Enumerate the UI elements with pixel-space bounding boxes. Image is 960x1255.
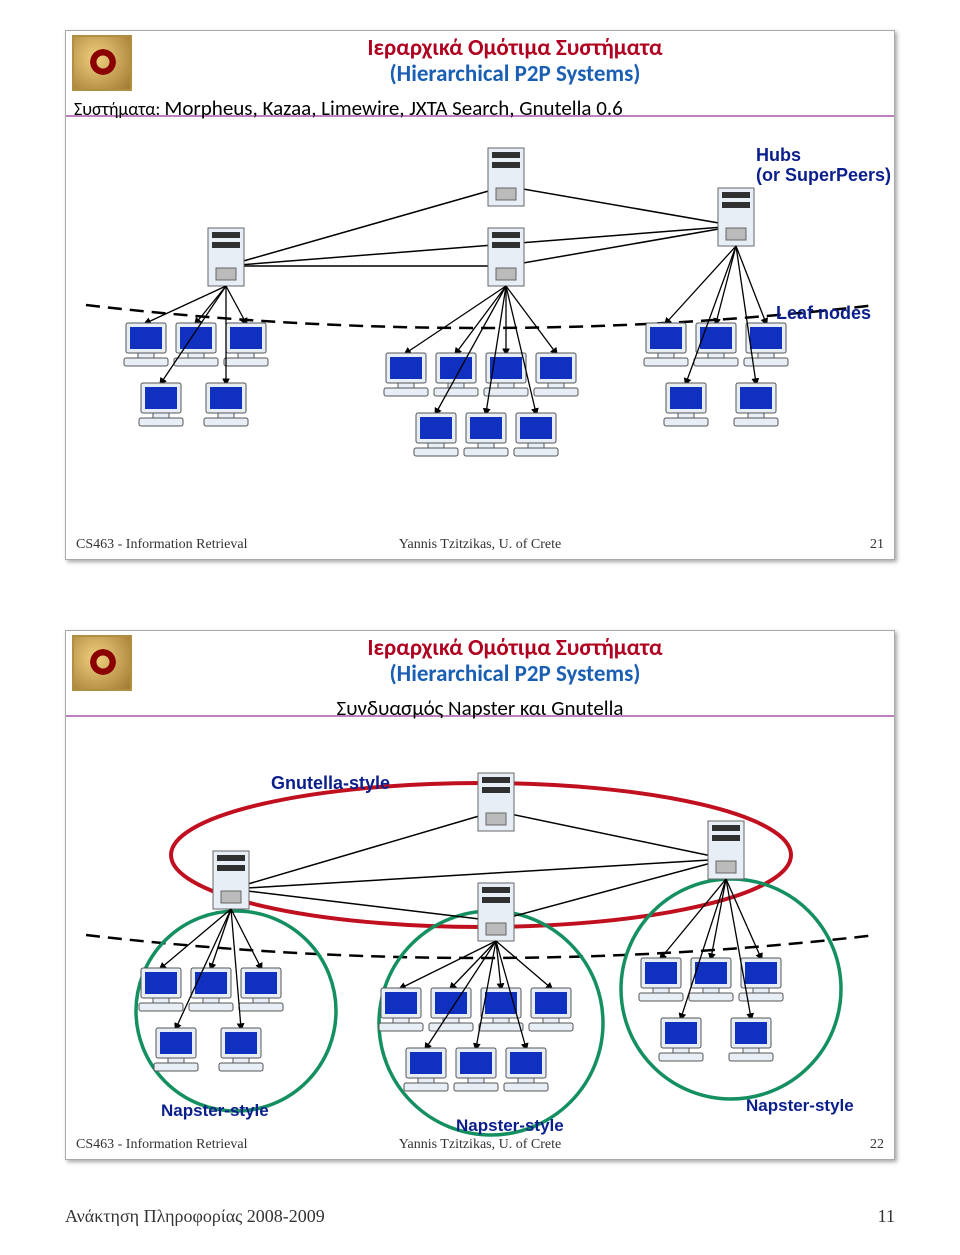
- footer-right: 21: [870, 537, 884, 553]
- footer-left: CS463 - Information Retrieval: [76, 537, 247, 553]
- svg-text:Leaf nodes: Leaf nodes: [776, 303, 871, 323]
- svg-text:Hubs: Hubs: [756, 145, 801, 165]
- diagram-2: Gnutella-style Napster-style Napster-style…: [66, 631, 896, 1161]
- page-footer-right: 11: [878, 1206, 895, 1227]
- page-footer: Ανάκτηση Πληροφορίας 2008-2009 11: [65, 1206, 895, 1227]
- footer-right: 22: [870, 1137, 884, 1153]
- slide-hierarchical-p2p-1: Ιεραρχικά Ομότιμα Συστήματα (Hierarchica…: [65, 30, 895, 560]
- footer-mid: Yannis Tzitzikas, U. of Crete: [399, 1137, 561, 1153]
- svg-text:Napster-style: Napster-style: [746, 1096, 854, 1115]
- page: Ιεραρχικά Ομότιμα Συστήματα (Hierarchica…: [0, 0, 960, 1255]
- svg-text:Gnutella-style: Gnutella-style: [271, 773, 390, 793]
- svg-text:(or SuperPeers): (or SuperPeers): [756, 165, 891, 185]
- slide-hierarchical-p2p-2: Ιεραρχικά Ομότιμα Συστήματα (Hierarchica…: [65, 630, 895, 1160]
- svg-text:Napster-style: Napster-style: [456, 1116, 564, 1135]
- diagram-1: Hubs(or SuperPeers) Leaf nodes: [66, 31, 896, 561]
- svg-text:Napster-style: Napster-style: [161, 1101, 269, 1120]
- footer-mid: Yannis Tzitzikas, U. of Crete: [399, 537, 561, 553]
- page-footer-left: Ανάκτηση Πληροφορίας 2008-2009: [65, 1206, 325, 1226]
- footer-left: CS463 - Information Retrieval: [76, 1137, 247, 1153]
